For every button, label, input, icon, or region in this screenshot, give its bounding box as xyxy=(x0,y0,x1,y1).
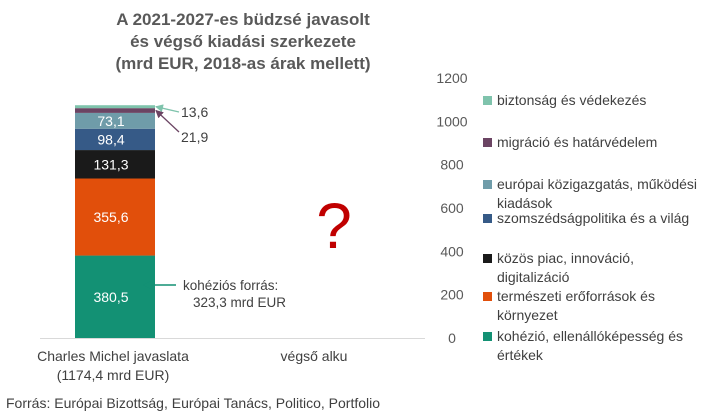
legend-item: európai közigazgatás, működési kiadások xyxy=(483,176,697,211)
title-line-1: A 2021-2027-es büdzsé javasolt xyxy=(116,10,370,29)
legend-swatch xyxy=(483,180,492,189)
y-tick-label: 200 xyxy=(440,287,464,303)
legend-item: migráció és határvédelem xyxy=(483,134,657,150)
bar-stack xyxy=(40,105,425,339)
callout-arrow xyxy=(155,109,180,133)
segment-value-label: 73,1 xyxy=(97,113,124,129)
legend-label: értékek xyxy=(497,347,544,363)
chart-title: A 2021-2027-es büdzsé javasolt és végső … xyxy=(115,10,370,73)
legend-label: migráció és határvédelem xyxy=(497,134,657,150)
legend-swatch xyxy=(483,214,492,223)
legend-label: közös piac, innováció, xyxy=(497,250,634,266)
legend-label: kiadások xyxy=(497,195,553,211)
annotations: kohéziós forrás: 323,3 mrd EUR ? xyxy=(143,190,352,310)
segment-value-label: 13,6 xyxy=(181,104,208,120)
title-line-2: és végső kiadási szerkezete xyxy=(130,32,356,51)
segment-value-label: 355,6 xyxy=(93,209,128,225)
category-label: (1174,4 mrd EUR) xyxy=(57,367,170,383)
category-label: végső alku xyxy=(281,348,348,364)
legend-swatch xyxy=(483,254,492,263)
legend-label: digitalizáció xyxy=(497,269,570,285)
cohesion-annotation-line-1: kohéziós forrás: xyxy=(183,278,278,293)
bar-segment xyxy=(75,150,155,179)
legend-swatch xyxy=(483,96,492,105)
title-line-3: (mrd EUR, 2018-as árak mellett) xyxy=(115,54,370,73)
category-label: Charles Michel javaslata xyxy=(37,348,189,364)
cohesion-annotation-line-2: 323,3 mrd EUR xyxy=(193,295,286,310)
legend-swatch xyxy=(483,138,492,147)
segment-value-label: 131,3 xyxy=(93,156,128,172)
legend-label: európai közigazgatás, működési xyxy=(497,176,697,192)
legend-item: közös piac, innováció, digitalizáció xyxy=(483,250,634,285)
bar-segment xyxy=(75,255,155,338)
y-tick-label: 600 xyxy=(440,200,464,216)
bar-segment xyxy=(75,112,155,129)
legend-label: biztonság és védekezés xyxy=(497,92,646,108)
source-note: Forrás: Európai Bizottság, Európai Tanác… xyxy=(6,395,380,411)
segment-value-label: 380,5 xyxy=(93,289,128,305)
y-tick-label: 400 xyxy=(440,243,464,259)
bar-segment xyxy=(75,178,155,256)
legend: biztonság és védekezés migráció és határv… xyxy=(483,92,697,363)
segment-value-label: 98,4 xyxy=(97,131,124,147)
legend-item: biztonság és védekezés xyxy=(483,92,646,108)
y-tick-label: 1200 xyxy=(436,70,467,86)
legend-label: szomszédságpolitika és a világ xyxy=(497,210,689,226)
legend-item: kohézió, ellenállóképesség és értékek xyxy=(483,328,683,363)
y-tick-label: 1000 xyxy=(436,113,467,129)
callout-arrow xyxy=(155,104,180,113)
legend-swatch xyxy=(483,332,492,341)
x-axis-categories: Charles Michel javaslata (1174,4 mrd EUR)… xyxy=(37,348,347,383)
bar-segment xyxy=(75,128,155,151)
legend-item: szomszédságpolitika és a világ xyxy=(483,210,689,226)
y-tick-label: 0 xyxy=(448,330,456,346)
segment-value-label: 21,9 xyxy=(181,129,208,145)
y-axis: 0 200 400 600 800 1000 1200 xyxy=(436,70,467,346)
question-mark: ? xyxy=(316,190,352,262)
y-tick-label: 800 xyxy=(440,157,464,173)
legend-swatch xyxy=(483,292,492,301)
bar-segment xyxy=(75,108,155,113)
bar-segment xyxy=(75,105,155,109)
legend-label: környezet xyxy=(497,307,558,323)
legend-item: természeti erőforrások és környezet xyxy=(483,288,655,323)
segment-value-labels: 380,5 355,6 131,3 98,4 73,1 13,6 21,9 xyxy=(93,104,208,305)
legend-label: kohézió, ellenállóképesség és xyxy=(497,328,683,344)
legend-label: természeti erőforrások és xyxy=(497,288,655,304)
